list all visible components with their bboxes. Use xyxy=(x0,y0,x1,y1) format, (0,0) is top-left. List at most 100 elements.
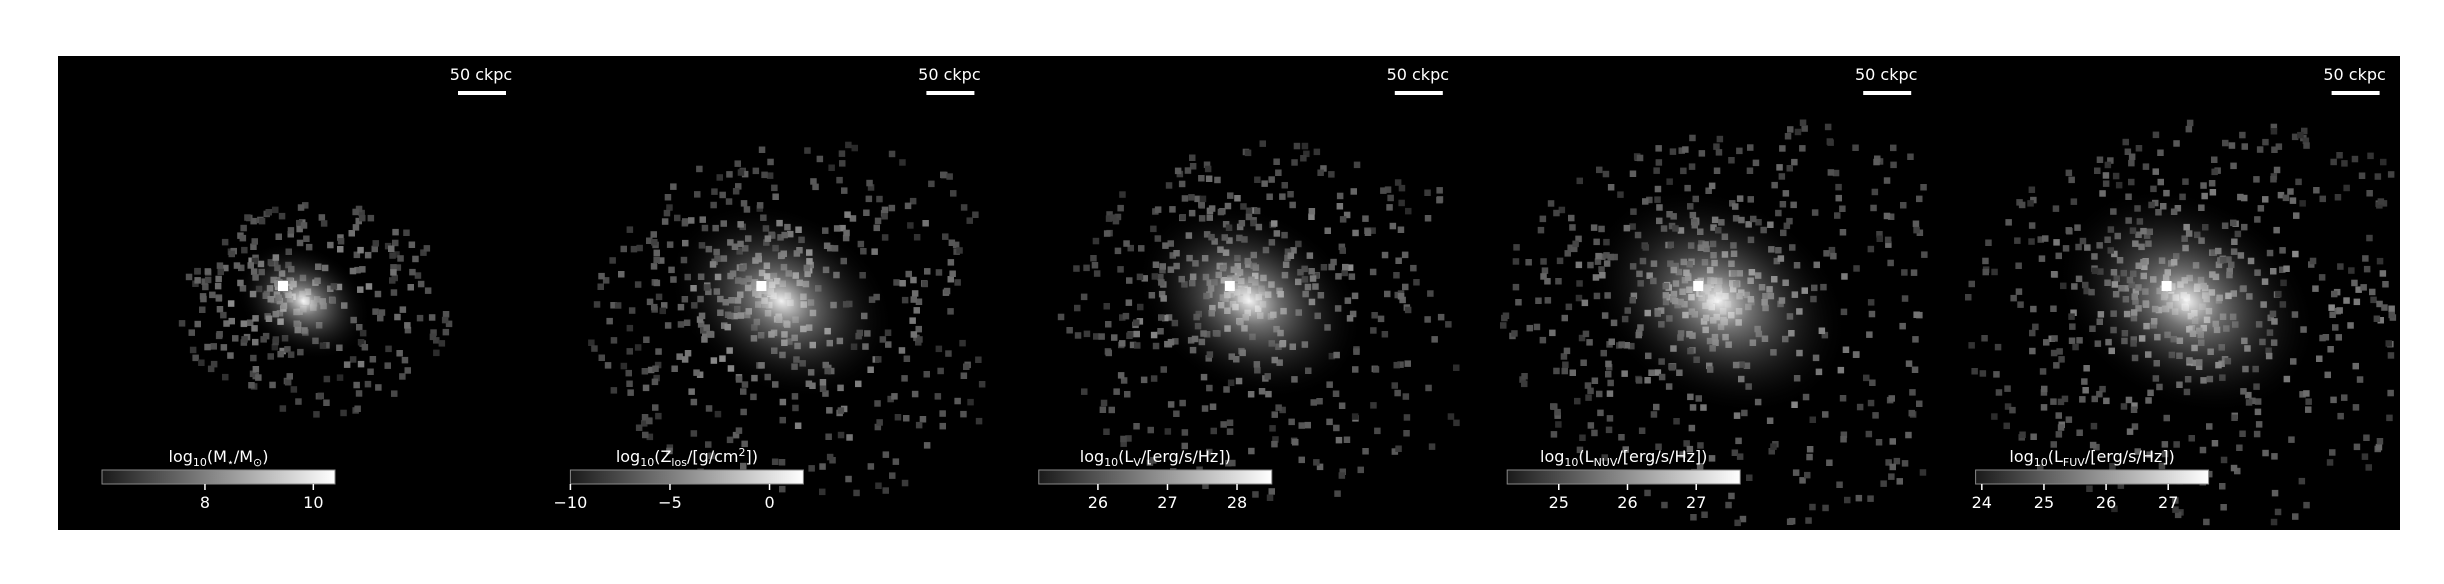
pixel xyxy=(1254,176,1261,183)
pixel xyxy=(414,272,422,279)
pixel xyxy=(2009,406,2016,414)
pixel xyxy=(1971,368,1978,375)
pixel xyxy=(2072,343,2079,351)
pixel xyxy=(1332,390,1340,397)
pixel xyxy=(1696,463,1704,470)
pixel xyxy=(2163,414,2170,422)
pixel xyxy=(1080,293,1088,301)
pixel xyxy=(1134,342,1141,349)
pixel xyxy=(735,183,742,190)
pixel xyxy=(1605,364,1613,371)
label-part: (L xyxy=(1578,447,1593,466)
pixel xyxy=(1909,389,1916,396)
pixel xyxy=(2299,200,2306,207)
pixel xyxy=(1248,447,1255,455)
pixel xyxy=(1689,134,1696,142)
pixel xyxy=(943,287,951,295)
pixel xyxy=(1866,331,1873,338)
pixel xyxy=(401,356,409,364)
pixel xyxy=(666,447,673,455)
pixel xyxy=(1453,364,1460,371)
pixel xyxy=(1736,147,1743,155)
pixel xyxy=(903,355,911,362)
pixel xyxy=(1689,404,1697,411)
pixel xyxy=(1584,382,1592,389)
pixel xyxy=(353,381,360,389)
colorbar-tick-label: 25 xyxy=(1549,493,1569,512)
pixel xyxy=(1835,183,1842,191)
pixel xyxy=(194,267,201,275)
pixel xyxy=(361,344,369,351)
pixel xyxy=(2172,506,2179,513)
pixel xyxy=(591,345,598,352)
pixel xyxy=(353,251,361,259)
colorbar-tick-label: 0 xyxy=(764,493,774,512)
pixel xyxy=(1346,264,1354,271)
pixel xyxy=(221,238,229,246)
pixel xyxy=(1402,393,1410,400)
pixel xyxy=(313,411,320,418)
pixel xyxy=(1544,297,1552,304)
pixel xyxy=(2303,390,2310,397)
pixel xyxy=(898,347,906,354)
pixel xyxy=(1268,488,1275,495)
pixel xyxy=(2041,385,2048,393)
pixel xyxy=(952,241,960,249)
pixel xyxy=(210,360,218,368)
pixel xyxy=(1591,429,1598,437)
pixel xyxy=(1234,195,1241,202)
pixel xyxy=(923,442,931,449)
pixel xyxy=(696,371,704,378)
pixel xyxy=(2331,290,2338,298)
pixel xyxy=(215,295,223,302)
pixel xyxy=(1154,206,1162,213)
pixel xyxy=(891,393,898,400)
pixel xyxy=(1387,194,1394,202)
pixel xyxy=(250,354,257,362)
pixel xyxy=(355,217,362,225)
pixel xyxy=(1343,436,1351,443)
pixel xyxy=(2270,176,2277,183)
scale-bar-label: 50 ckpc xyxy=(1387,65,1449,84)
pixel xyxy=(1991,268,1998,276)
pixel xyxy=(1555,278,1562,285)
pixel xyxy=(1225,460,1232,467)
pixel xyxy=(2061,395,2069,403)
pixel xyxy=(1401,251,1409,259)
pixel xyxy=(1293,142,1301,150)
pixel xyxy=(391,390,398,397)
label-part: ) xyxy=(262,447,268,466)
pixel xyxy=(1871,188,1879,196)
pixel xyxy=(1275,169,1282,176)
pixel xyxy=(1169,206,1176,213)
pixel xyxy=(1558,206,1566,214)
pixel xyxy=(323,399,330,406)
pixel xyxy=(652,404,659,411)
pixel xyxy=(839,224,846,232)
pixel xyxy=(915,298,923,305)
pixel xyxy=(1214,176,1221,184)
pixel xyxy=(2096,390,2103,398)
pixel xyxy=(888,150,896,158)
pixel xyxy=(358,209,365,217)
pixel xyxy=(1074,304,1081,312)
pixel xyxy=(2182,178,2189,185)
pixel xyxy=(2351,155,2359,163)
pixel xyxy=(2330,396,2337,404)
pixel xyxy=(1397,293,1405,300)
pixel xyxy=(1397,361,1404,368)
pixel xyxy=(2381,304,2388,311)
pixel xyxy=(924,268,931,275)
pixel xyxy=(947,259,955,266)
pixel xyxy=(1393,361,1400,369)
pixel xyxy=(2057,398,2065,406)
pixel xyxy=(1308,213,1315,220)
pixel xyxy=(1099,406,1107,413)
colorbar-tick-label: −5 xyxy=(658,493,682,512)
colorbar-tick-label: 28 xyxy=(1227,493,1247,512)
pixel xyxy=(865,195,873,203)
pixel xyxy=(2297,131,2304,139)
pixel xyxy=(2030,305,2037,313)
pixel xyxy=(1885,241,1892,248)
pixel xyxy=(954,397,961,405)
